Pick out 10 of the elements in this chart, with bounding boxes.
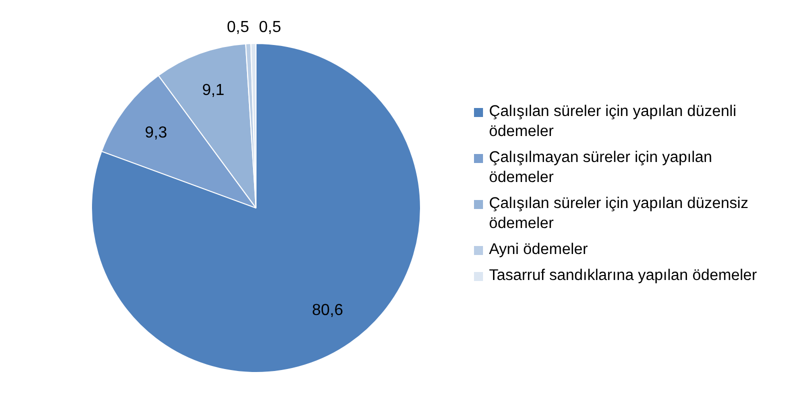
legend-label: Çalışılan süreler için yapılan düzensiz ödemeler	[489, 194, 750, 234]
data-label: 9,1	[202, 82, 224, 99]
legend-label: Çalışılan süreler için yapılan düzenli ödemeler	[489, 102, 738, 142]
legend-label: Tasarruf sandıklarına yapılan ödemeler	[489, 266, 757, 286]
legend-label: Çalışılmayan süreler için yapılan ödemeler	[489, 148, 714, 188]
legend-label: Ayni ödemeler	[489, 240, 588, 260]
data-label: 0,5	[226, 18, 250, 36]
data-label: 0,5	[258, 18, 282, 36]
data-label: 80,6	[312, 302, 344, 319]
data-label: 9,3	[144, 124, 168, 142]
